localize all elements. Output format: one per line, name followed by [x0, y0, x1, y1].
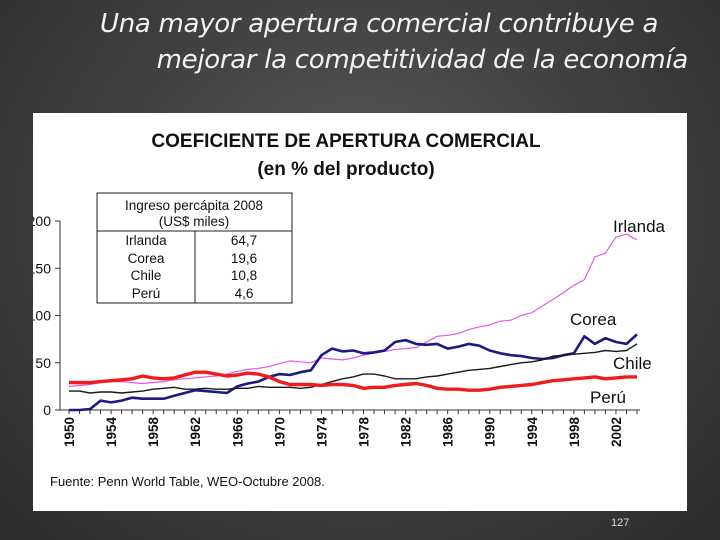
table-row-value: 10,8	[231, 268, 257, 283]
x-ticks: 1950 1954 1958 1962 1966 1970 1974 1978 1982 1986…	[62, 410, 638, 448]
y-tick-label: 150	[33, 260, 51, 276]
series-label-peru: Perú	[590, 388, 626, 407]
x-tick-label: 1958	[146, 417, 161, 448]
x-tick-label: 1962	[188, 417, 203, 447]
x-tick-label: 1950	[62, 417, 77, 447]
source-note: Fuente: Penn World Table, WEO-Octubre 20…	[50, 474, 325, 489]
chart-title: COEFICIENTE DE APERTURA COMERCIAL	[151, 131, 541, 152]
x-tick-label: 1998	[567, 417, 582, 448]
series-label-chile: Chile	[613, 354, 652, 373]
x-tick-label: 1970	[272, 417, 287, 447]
table-row-value: 64,7	[231, 233, 257, 248]
income-table-header-2: (US$ miles)	[159, 214, 230, 229]
chart-subtitle: (en % del producto)	[257, 159, 434, 180]
table-row-value: 4,6	[235, 286, 254, 301]
slide-title: Una mayor apertura comercial contribuye …	[60, 6, 710, 78]
y-ticks: 0 50 100 150 200	[28, 213, 60, 418]
x-tick-label: 1986	[441, 417, 456, 448]
x-tick-label: 1990	[483, 417, 498, 447]
x-tick-label: 1954	[104, 417, 119, 448]
series-label-irlanda: Irlanda	[613, 217, 666, 236]
x-tick-label: 1978	[357, 417, 372, 448]
y-tick-label: 50	[35, 355, 51, 371]
x-tick-label: 1994	[525, 417, 540, 448]
table-row-value: 19,6	[231, 251, 257, 266]
slide-title-line2: mejorar la competitividad de la economía	[156, 45, 689, 75]
table-row-country: Corea	[128, 251, 165, 266]
x-tick-label: 1974	[314, 417, 329, 448]
y-tick-label: 0	[43, 402, 51, 418]
x-tick-label: 1966	[230, 417, 245, 448]
series-line-corea	[69, 333, 638, 412]
series-line-chile	[69, 343, 638, 394]
table-row-country: Chile	[131, 268, 162, 283]
series-label-corea: Corea	[570, 310, 617, 329]
x-tick-label: 2002	[609, 417, 624, 447]
y-tick-label: 200	[33, 213, 51, 229]
y-tick-label: 100	[33, 308, 51, 324]
series-lines	[68, 233, 638, 412]
table-row-country: Irlanda	[125, 233, 167, 248]
income-table: Ingreso percápita 2008 (US$ miles) Irlan…	[96, 192, 293, 304]
series-line-irlanda	[68, 233, 638, 387]
income-table-header-1: Ingreso percápita 2008	[125, 198, 263, 213]
x-tick-label: 1982	[399, 417, 414, 447]
series-line-peru	[69, 370, 637, 392]
chart: COEFICIENTE DE APERTURA COMERCIAL (en % …	[28, 131, 666, 489]
table-row-country: Perú	[132, 286, 161, 301]
slide-title-line1: Una mayor apertura comercial contribuye …	[100, 9, 659, 39]
chart-panel: COEFICIENTE DE APERTURA COMERCIAL (en % …	[28, 113, 687, 511]
page-number: 127	[611, 517, 630, 529]
